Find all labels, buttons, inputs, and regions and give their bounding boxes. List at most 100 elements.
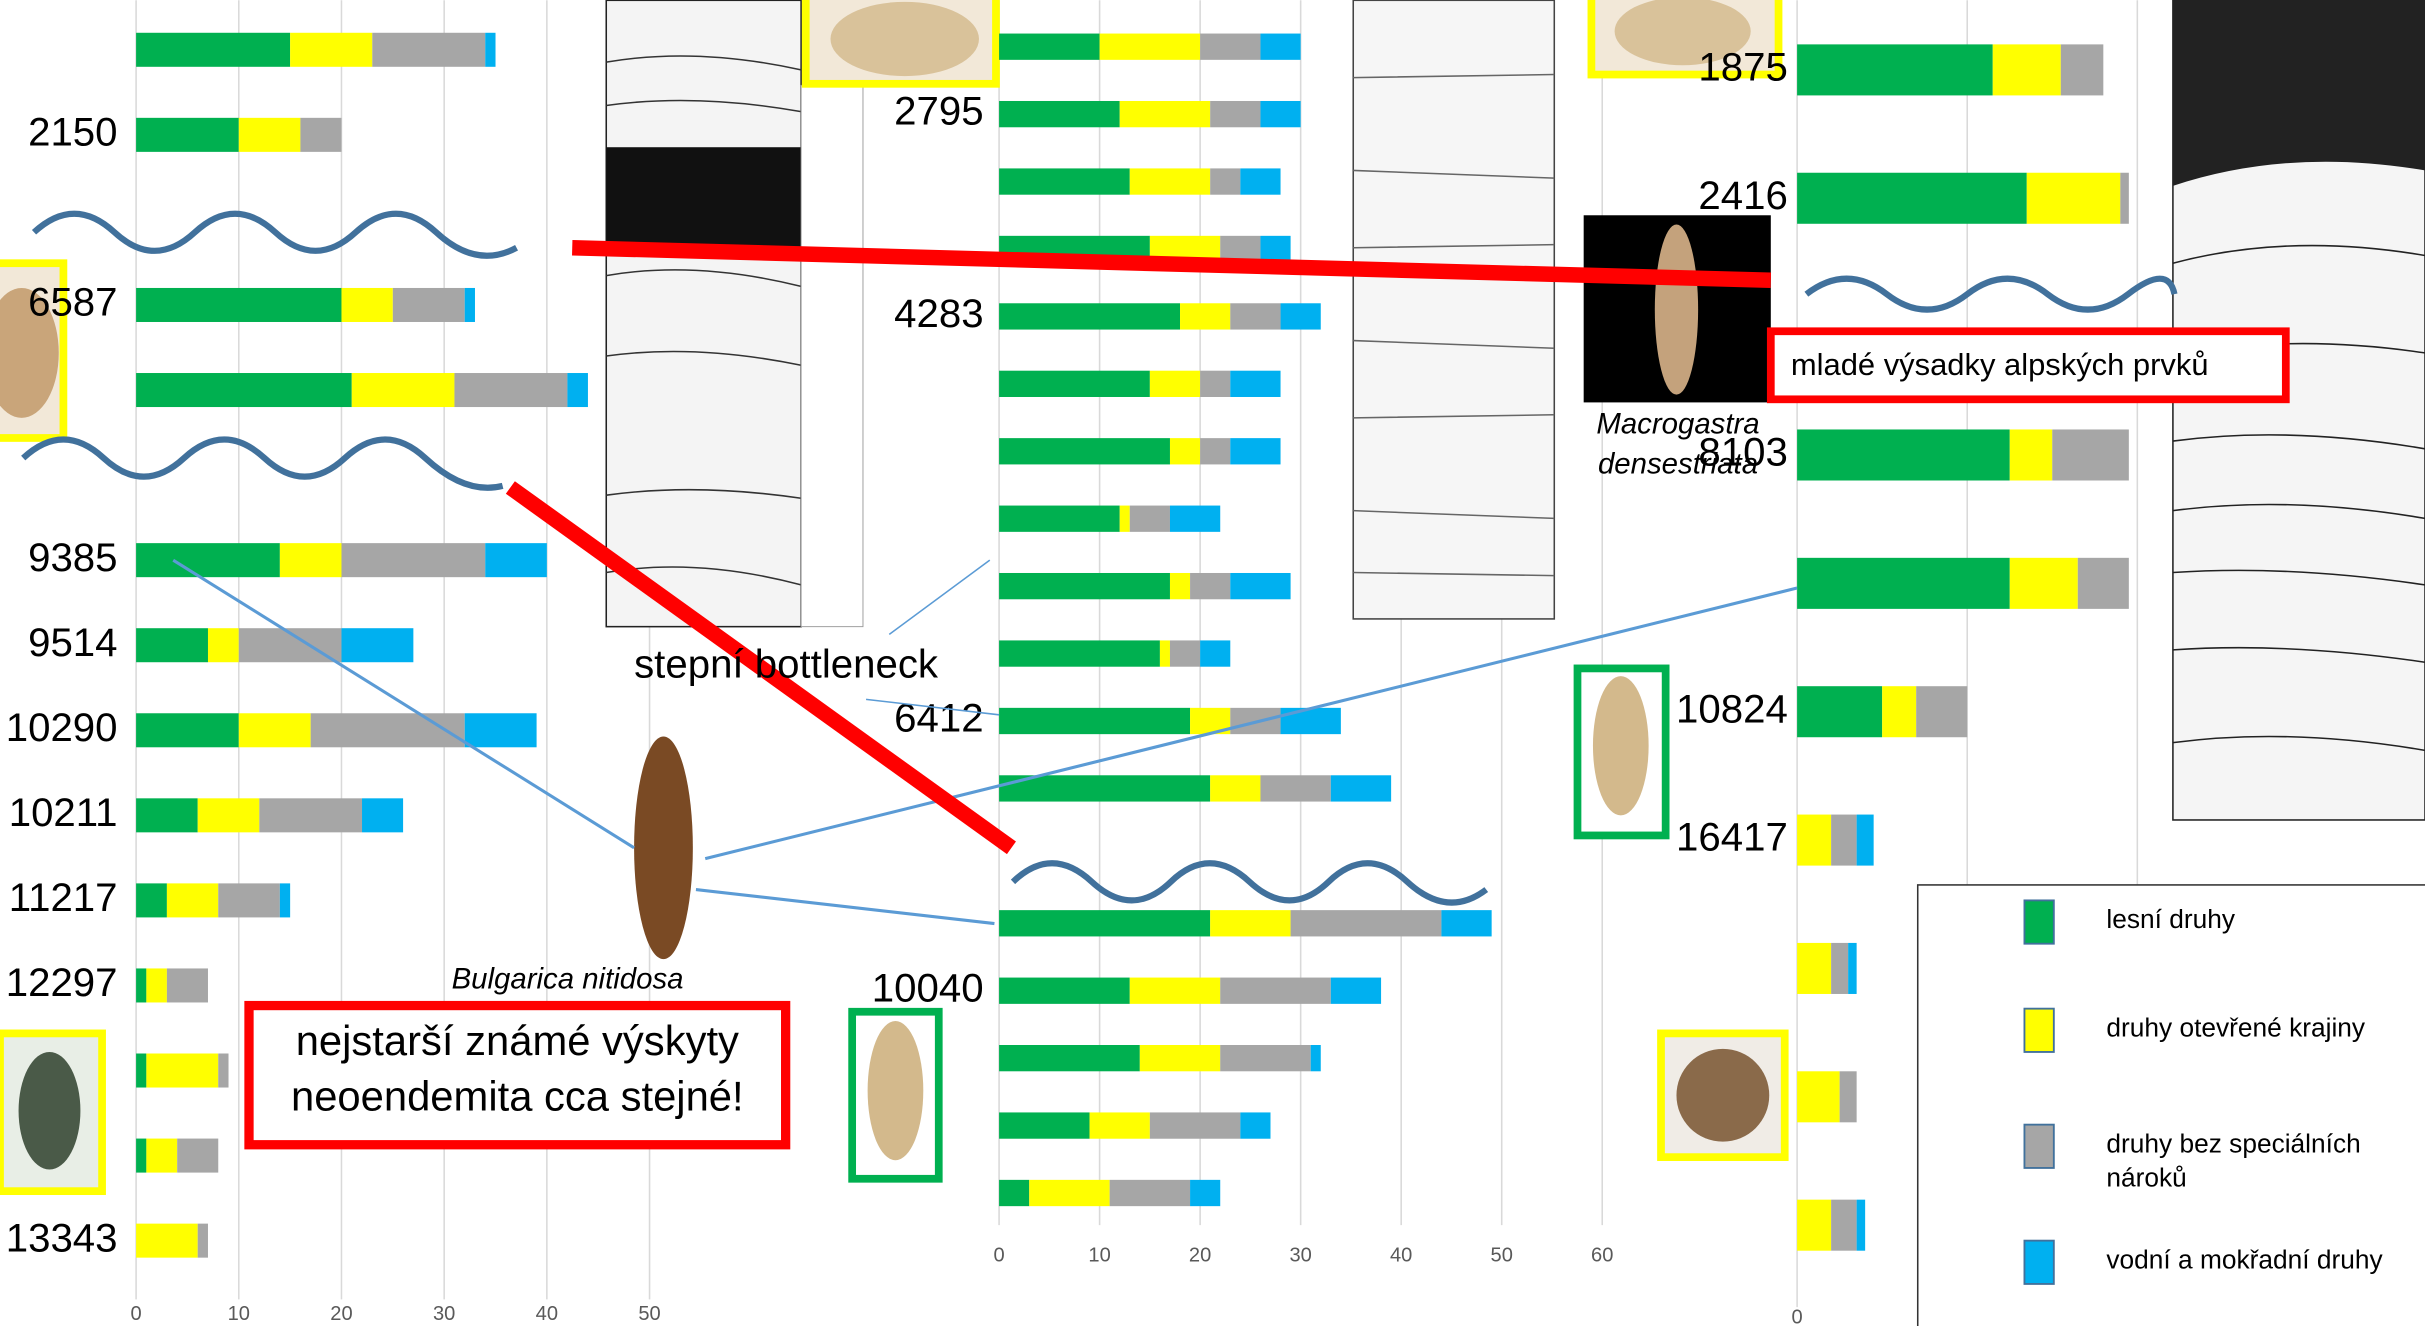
bar-segment xyxy=(1089,1112,1150,1139)
category-label: 6412 xyxy=(894,696,983,741)
bar-segment xyxy=(1119,100,1211,128)
geology-column xyxy=(605,0,802,628)
picture-layer xyxy=(0,0,2425,1196)
bar-segment xyxy=(999,1112,1090,1139)
bar-segment xyxy=(1992,44,2061,96)
bar-segment xyxy=(1330,775,1392,802)
bar-segment xyxy=(136,798,198,833)
connector-line xyxy=(172,558,635,850)
bar-segment xyxy=(1839,1071,1857,1123)
bar-segment xyxy=(136,968,147,1003)
bar-segment xyxy=(1190,572,1231,600)
x-tick-label: 50 xyxy=(638,1303,660,1325)
geology-strata xyxy=(606,55,802,586)
bar-segment xyxy=(1797,814,1832,866)
bar-segment xyxy=(999,572,1170,600)
snail-shell xyxy=(1654,224,1699,395)
bar-segment xyxy=(207,628,239,663)
snail-shell xyxy=(1676,1048,1770,1142)
bar-segment xyxy=(464,287,475,322)
bar-segment xyxy=(1099,33,1201,60)
bar-segment xyxy=(166,968,208,1003)
bar-segment xyxy=(1129,168,1211,195)
bar-segment xyxy=(1831,1199,1857,1251)
red-link xyxy=(572,240,1772,288)
bar-segment xyxy=(1310,1044,1321,1072)
bar-segment xyxy=(372,32,486,67)
bar-segment xyxy=(392,287,465,322)
legend-label: lesní druhy xyxy=(2106,905,2236,935)
bar-segment xyxy=(1330,977,1382,1004)
bar-segment xyxy=(1139,1044,1221,1072)
bar-segment xyxy=(146,1053,219,1088)
bar-segment xyxy=(2060,44,2104,96)
bar-segment xyxy=(146,968,167,1003)
connector-line xyxy=(888,559,991,636)
category-label: 16417 xyxy=(1676,815,1788,860)
bar-segment xyxy=(341,628,414,663)
bar-segment xyxy=(1129,977,1221,1004)
bar-segment xyxy=(485,543,547,578)
bar-segment xyxy=(1230,303,1281,330)
bar-segment xyxy=(1169,505,1221,532)
geology-layer xyxy=(606,147,802,256)
bar-segment xyxy=(238,117,301,152)
bar-segment xyxy=(1200,33,1261,60)
category-label: 4283 xyxy=(894,291,983,336)
legend-label: druhy bez speciálních nároků xyxy=(2106,1129,2361,1193)
legend-entry-box: druhy bez speciálních nároků xyxy=(2106,1129,2361,1193)
geology-strata xyxy=(1353,73,1555,577)
bar-segment xyxy=(1280,707,1341,735)
x-tick-label: 0 xyxy=(993,1244,1004,1266)
bar-segment xyxy=(136,32,291,67)
bar-segment xyxy=(1260,33,1301,60)
bar-segment xyxy=(136,373,352,408)
bar-segment xyxy=(351,373,455,408)
bar-segment xyxy=(999,303,1181,330)
bar-segment xyxy=(1797,557,2010,609)
bar-segment xyxy=(310,713,465,748)
bar-segment xyxy=(1797,44,1993,96)
bar-segment xyxy=(1190,1179,1221,1207)
bar-segment xyxy=(177,1138,219,1173)
annotation-box xyxy=(244,1000,791,1150)
x-tick-label: 20 xyxy=(1189,1244,1211,1266)
bar-segment xyxy=(136,883,167,918)
bar-segment xyxy=(146,1138,178,1173)
bar-segment xyxy=(300,117,342,152)
bar-segment xyxy=(1290,910,1442,937)
bar-segment xyxy=(1797,1071,1840,1123)
bar-segment xyxy=(279,883,291,918)
bar-segment xyxy=(1797,942,1832,994)
bar-segment xyxy=(1210,100,1261,128)
bar-segment xyxy=(485,32,496,67)
x-tick-label: 40 xyxy=(1390,1244,1412,1266)
species-label-box: Macrogastra densestriata xyxy=(1596,409,1759,482)
x-tick-label: 0 xyxy=(1792,1306,1803,1326)
legend-entry-box: druhy otevřené krajiny xyxy=(2106,1013,2365,1042)
gap-wave xyxy=(1804,275,2178,313)
bar-segment xyxy=(1260,235,1291,263)
bar-segment xyxy=(567,373,588,408)
legend-swatch xyxy=(2023,1123,2055,1169)
bar-segment xyxy=(136,713,239,748)
bar-segment xyxy=(1230,438,1281,465)
connector-line xyxy=(695,888,995,926)
bar-segment xyxy=(2077,557,2129,609)
bar-segment xyxy=(999,1044,1140,1072)
bar-segment xyxy=(136,1138,147,1173)
gap-wave xyxy=(21,436,504,491)
x-tick-label: 10 xyxy=(1088,1244,1110,1266)
category-label: 10824 xyxy=(1676,686,1788,731)
bar-segment xyxy=(1280,303,1321,330)
category-label: 2416 xyxy=(1698,173,1787,218)
bar-segment xyxy=(999,640,1160,667)
bar-segment xyxy=(259,798,363,833)
connector-line xyxy=(865,698,1000,716)
geology-column xyxy=(1352,0,1556,620)
bottleneck-label: stepní bottleneck xyxy=(634,641,939,686)
geology-scale xyxy=(800,84,864,628)
legend-label: vodní a mokřadní druhy xyxy=(2106,1245,2383,1275)
snail-shell xyxy=(18,1051,81,1170)
